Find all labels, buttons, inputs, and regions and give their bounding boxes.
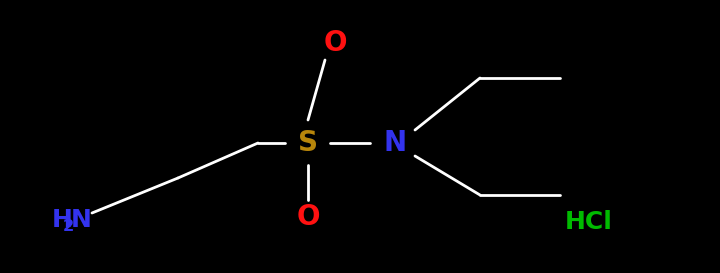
Text: N: N [71, 208, 91, 232]
Text: O: O [296, 203, 320, 231]
Text: H: H [52, 208, 73, 232]
Text: S: S [298, 129, 318, 157]
Text: HCl: HCl [565, 210, 613, 234]
Text: 2: 2 [63, 219, 74, 234]
Text: O: O [323, 29, 347, 57]
Text: N: N [384, 129, 407, 157]
